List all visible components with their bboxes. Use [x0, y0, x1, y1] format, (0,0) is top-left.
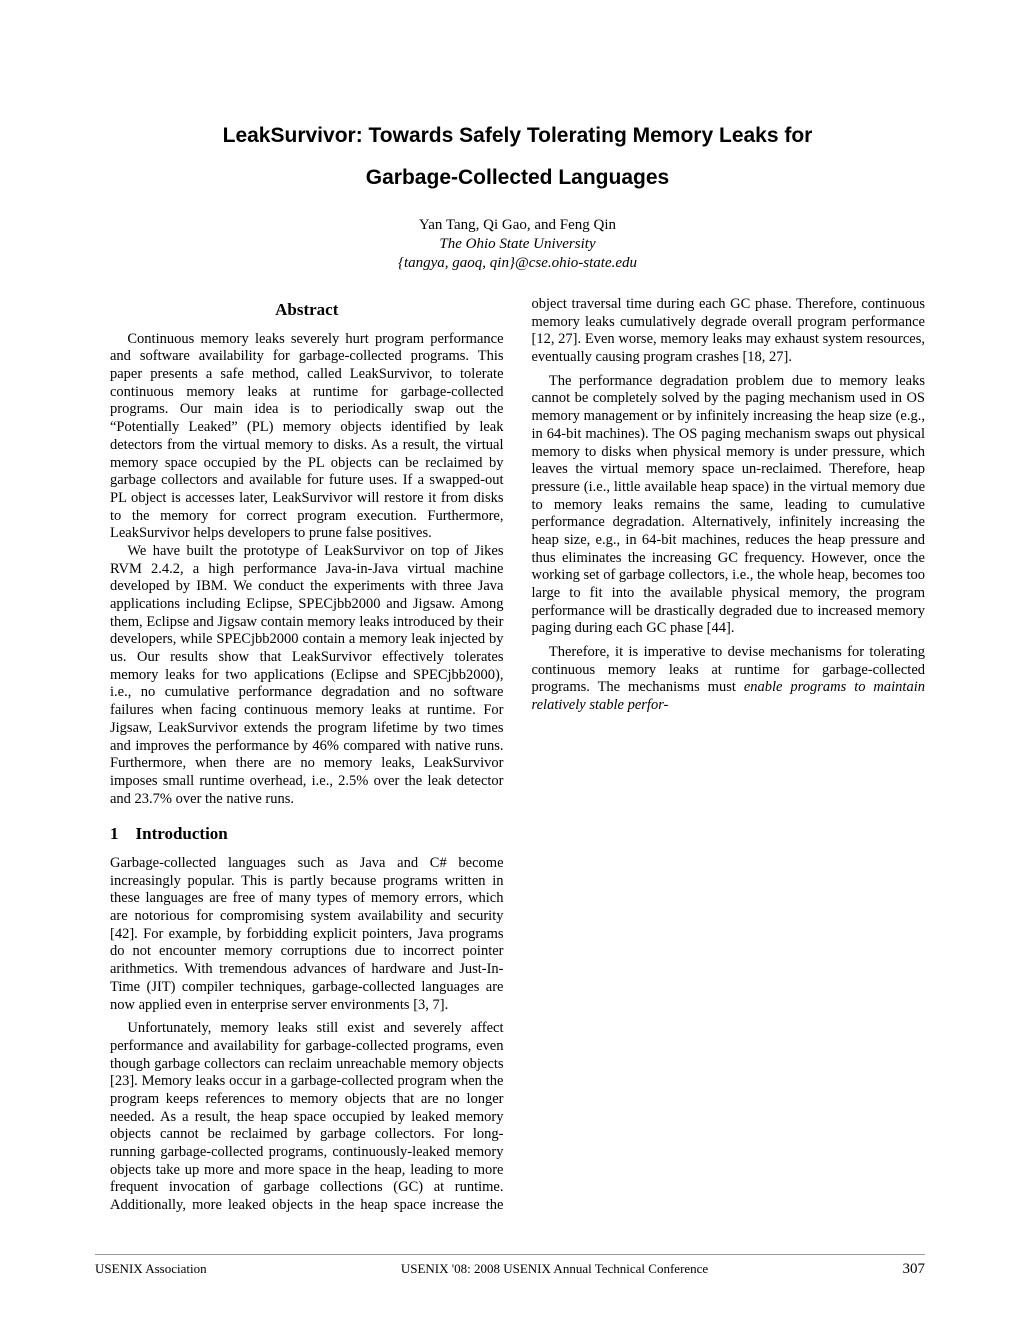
intro-para-3: The performance degradation problem due … — [532, 373, 926, 638]
footer-rule — [95, 1254, 925, 1255]
affiliation: The Ohio State University — [110, 236, 925, 253]
page-footer: USENIX Association USENIX '08: 2008 USEN… — [95, 1261, 925, 1278]
footer-center: USENIX '08: 2008 USENIX Annual Technical… — [401, 1261, 708, 1277]
paper-title: LeakSurvivor: Towards Safely Tolerating … — [110, 115, 925, 199]
abstract-heading: Abstract — [110, 300, 504, 321]
author-email: {tangya, gaoq, qin}@cse.ohio-state.edu — [110, 255, 925, 272]
title-line-1: LeakSurvivor: Towards Safely Tolerating … — [223, 124, 813, 147]
intro-para-4: Therefore, it is imperative to devise me… — [532, 644, 926, 715]
abstract-para-1: Continuous memory leaks severely hurt pr… — [110, 331, 504, 543]
footer-left: USENIX Association — [95, 1261, 207, 1277]
page-number: 307 — [902, 1261, 925, 1278]
intro-para-1: Garbage-collected languages such as Java… — [110, 855, 504, 1014]
page: LeakSurvivor: Towards Safely Tolerating … — [0, 0, 1020, 1320]
abstract-para-2: We have built the prototype of LeakSurvi… — [110, 543, 504, 808]
authors: Yan Tang, Qi Gao, and Feng Qin — [110, 217, 925, 234]
title-line-2: Garbage-Collected Languages — [366, 166, 669, 189]
section-1-heading: 1 Introduction — [110, 824, 504, 845]
body-columns: Abstract Continuous memory leaks severel… — [110, 296, 925, 1216]
